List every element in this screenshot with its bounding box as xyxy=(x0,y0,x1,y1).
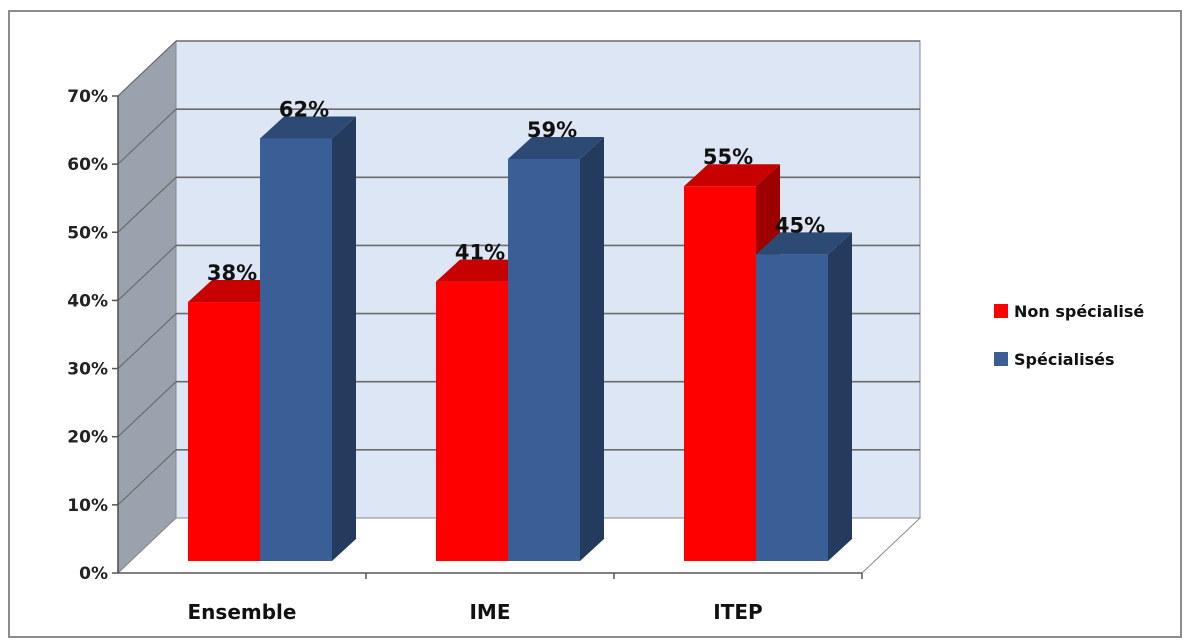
gridline-side xyxy=(117,40,177,97)
axes xyxy=(117,96,863,579)
x-axis-labels: Ensemble IME ITEP xyxy=(188,600,763,624)
y-tick-label: 60% xyxy=(67,155,108,175)
legend: Non spécialisé Spécialisés xyxy=(994,302,1144,369)
bars xyxy=(188,116,852,561)
data-label: 45% xyxy=(775,213,825,237)
bar-side xyxy=(580,136,604,561)
x-category-label: IME xyxy=(469,600,510,624)
bar-front xyxy=(508,158,580,561)
x-category-label: Ensemble xyxy=(188,600,297,624)
data-labels: 38% 62% 41% 59% 55% 45% xyxy=(207,98,825,286)
gridline-side xyxy=(117,244,177,301)
y-tick-label: 0% xyxy=(79,564,108,584)
legend-label: Non spécialisé xyxy=(1014,302,1144,321)
data-label: 41% xyxy=(455,241,505,265)
bar-side xyxy=(828,232,852,561)
gridline-side xyxy=(117,381,177,438)
data-label: 38% xyxy=(207,261,257,285)
bar-ensemble-1 xyxy=(260,116,356,561)
y-tick-label: 10% xyxy=(67,496,108,516)
y-tick-label: 70% xyxy=(67,87,108,107)
legend-label: Spécialisés xyxy=(1014,350,1114,369)
bar-front xyxy=(756,254,828,561)
legend-swatch xyxy=(994,304,1008,318)
y-axis-ticks: 0% 10% 20% 30% 40% 50% 60% 70% xyxy=(67,87,118,584)
data-label: 59% xyxy=(527,118,577,142)
side-wall xyxy=(117,39,177,575)
y-tick-label: 30% xyxy=(67,360,108,380)
bar-ime-1 xyxy=(508,136,604,561)
y-tick-label: 40% xyxy=(67,291,108,311)
bar-itep-1 xyxy=(756,232,852,561)
bar-top xyxy=(684,164,780,187)
legend-swatch xyxy=(994,352,1008,366)
bar-front xyxy=(260,138,332,561)
bar-front xyxy=(188,302,260,561)
y-tick-label: 20% xyxy=(67,428,108,448)
x-category-label: ITEP xyxy=(713,600,762,624)
bar-top xyxy=(260,116,356,139)
bar-front xyxy=(436,281,508,561)
gridline-side xyxy=(117,313,177,370)
gridline-side xyxy=(117,108,177,165)
bar-side xyxy=(332,116,356,561)
data-label: 55% xyxy=(703,145,753,169)
data-label: 62% xyxy=(279,98,329,122)
gridline-side xyxy=(117,449,177,506)
bar-top xyxy=(508,136,604,159)
y-tick-label: 50% xyxy=(67,223,108,243)
bar-front xyxy=(684,186,756,561)
gridline-side xyxy=(117,176,177,233)
bar-top xyxy=(756,232,852,255)
